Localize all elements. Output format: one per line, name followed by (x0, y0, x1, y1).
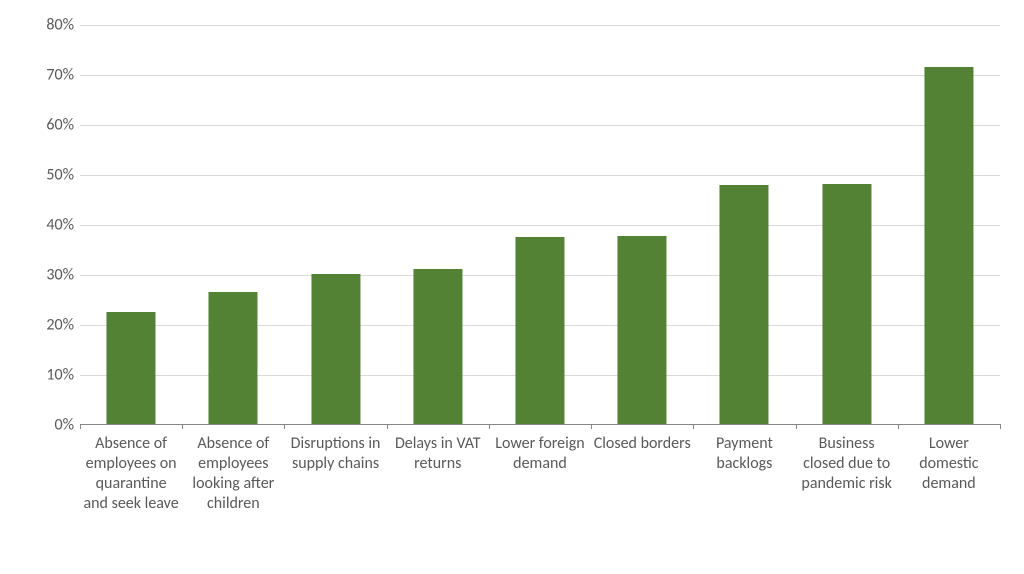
bar-slot (80, 25, 182, 424)
bar-slot (591, 25, 693, 424)
bars-layer (80, 25, 1000, 424)
bar-slot (489, 25, 591, 424)
bar (720, 185, 769, 424)
x-tick (182, 424, 183, 429)
x-tick (284, 424, 285, 429)
x-tick (387, 424, 388, 429)
y-tick-label: 10% (32, 366, 74, 385)
x-axis-label: Disruptions in supply chains (284, 430, 386, 514)
x-tick (898, 424, 899, 429)
bar-slot (693, 25, 795, 424)
x-tick (693, 424, 694, 429)
bar (618, 236, 667, 424)
bar (924, 67, 973, 424)
y-tick-label: 50% (32, 166, 74, 185)
bar-slot (182, 25, 284, 424)
x-tick (1000, 424, 1001, 429)
y-tick-label: 30% (32, 266, 74, 285)
x-tick (796, 424, 797, 429)
bar (311, 274, 360, 424)
x-axis-label: Lower foreign demand (489, 430, 591, 514)
x-axis-labels: Absence of employees on quarantine and s… (80, 430, 1000, 514)
x-tick (591, 424, 592, 429)
bar (107, 312, 156, 424)
x-axis-label: Business closed due to pandemic risk (796, 430, 898, 514)
bar (822, 184, 871, 424)
x-tick (489, 424, 490, 429)
x-axis-label: Delays in VAT returns (387, 430, 489, 514)
x-axis-label: Closed borders (591, 430, 693, 514)
y-tick-label: 40% (32, 216, 74, 235)
x-axis-label: Payment backlogs (693, 430, 795, 514)
bar (413, 269, 462, 424)
y-tick-label: 0% (32, 416, 74, 435)
bar (209, 292, 258, 424)
bar-slot (387, 25, 489, 424)
y-tick-label: 60% (32, 116, 74, 135)
plot-area: 0%10%20%30%40%50%60%70%80% (80, 25, 1000, 425)
bar-slot (796, 25, 898, 424)
y-tick-label: 80% (32, 16, 74, 35)
x-axis-label: Lower domestic demand (898, 430, 1000, 514)
bar-chart: 0%10%20%30%40%50%60%70%80% Absence of em… (20, 15, 1010, 559)
bar-slot (284, 25, 386, 424)
y-tick-label: 70% (32, 66, 74, 85)
bar (515, 237, 564, 424)
bar-slot (898, 25, 1000, 424)
x-axis-label: Absence of employees looking after child… (182, 430, 284, 514)
x-axis-label: Absence of employees on quarantine and s… (80, 430, 182, 514)
y-tick-label: 20% (32, 316, 74, 335)
x-tick (80, 424, 81, 429)
